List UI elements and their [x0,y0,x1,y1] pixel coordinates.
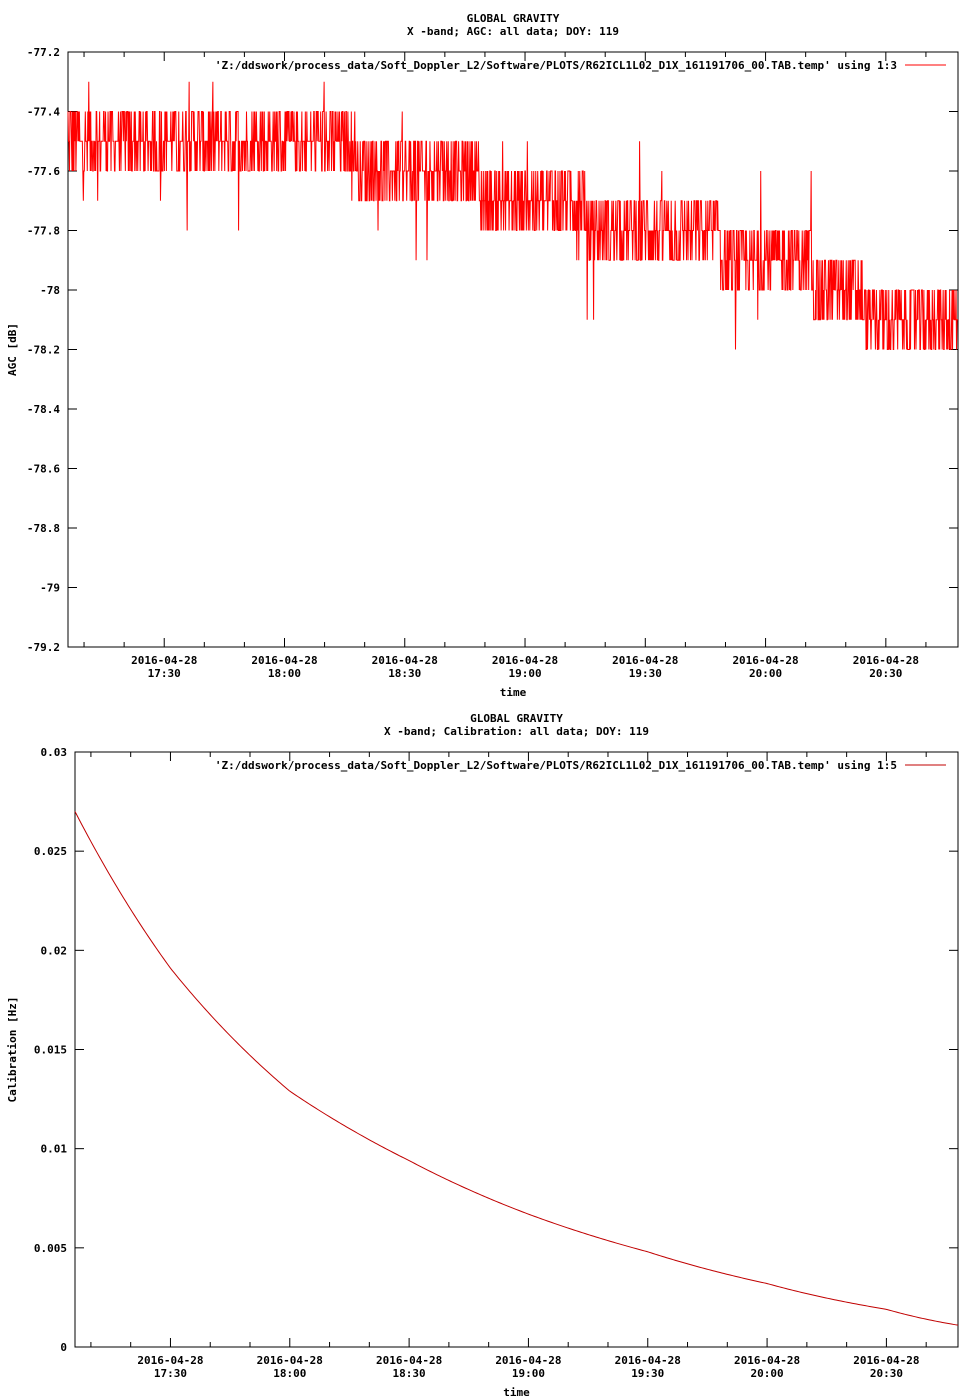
y-tick-label: 0 [60,1341,67,1354]
y-tick-label: -78.8 [27,522,60,535]
x-tick-label-date: 2016-04-28 [734,1354,800,1367]
x-tick-label-time: 18:30 [388,667,421,680]
x-tick-label-date: 2016-04-28 [612,654,678,667]
y-tick-label: -77.2 [27,46,60,59]
calibration-series-line [74,811,959,1326]
y-tick-label: 0.02 [41,944,68,957]
chart-subtitle: X -band; AGC: all data; DOY: 119 [407,25,619,38]
y-tick-label: 0.025 [34,845,67,858]
x-tick-label-time: 20:30 [869,667,902,680]
x-tick-label-time: 20:00 [749,667,782,680]
chart-subtitle: X -band; Calibration: all data; DOY: 119 [384,725,649,738]
chart-title: GLOBAL GRAVITY [470,712,563,725]
x-tick-label-time: 18:00 [273,1367,306,1380]
y-tick-label: 0.005 [34,1242,67,1255]
x-tick-label-date: 2016-04-28 [495,1354,561,1367]
y-tick-label: -79.2 [27,641,60,654]
y-tick-label: 0.03 [41,746,68,759]
y-tick-label: -78.2 [27,344,60,357]
chart-title: GLOBAL GRAVITY [467,12,560,25]
y-tick-label: -78 [40,284,60,297]
legend-entry: 'Z:/ddswork/process_data/Soft_Doppler_L2… [215,59,897,72]
y-axis-label: AGC [dB] [6,323,19,376]
x-tick-label-time: 19:00 [508,667,541,680]
x-axis-label: time [500,686,527,699]
x-tick-label-time: 19:30 [631,1367,664,1380]
x-tick-label-time: 17:30 [154,1367,187,1380]
x-tick-label-date: 2016-04-28 [131,654,197,667]
x-tick-label-date: 2016-04-28 [137,1354,203,1367]
x-axis-label: time [503,1386,530,1399]
x-tick-label-date: 2016-04-28 [732,654,798,667]
y-tick-label: 0.015 [34,1044,67,1057]
plot-frame [74,751,959,1348]
y-tick-label: -78.4 [27,403,60,416]
x-tick-label-date: 2016-04-28 [853,1354,919,1367]
x-tick-label-date: 2016-04-28 [615,1354,681,1367]
x-tick-label-time: 20:30 [870,1367,903,1380]
y-tick-label: -77.6 [27,165,60,178]
y-tick-label: 0.01 [41,1143,68,1156]
x-tick-label-date: 2016-04-28 [853,654,919,667]
y-tick-label: -78.6 [27,463,60,476]
agc-series-line [67,81,958,350]
x-tick-label-time: 18:00 [268,667,301,680]
x-tick-label-date: 2016-04-28 [376,1354,442,1367]
x-tick-label-time: 19:00 [512,1367,545,1380]
x-tick-label-date: 2016-04-28 [251,654,317,667]
y-axis-label: Calibration [Hz] [6,997,19,1103]
y-tick-label: -79 [40,582,60,595]
x-tick-label-date: 2016-04-28 [257,1354,323,1367]
x-tick-label-time: 17:30 [148,667,181,680]
y-tick-label: -77.8 [27,225,60,238]
x-tick-label-date: 2016-04-28 [372,654,438,667]
x-tick-label-time: 19:30 [629,667,662,680]
x-tick-label-date: 2016-04-28 [492,654,558,667]
x-tick-label-time: 20:00 [751,1367,784,1380]
legend-entry: 'Z:/ddswork/process_data/Soft_Doppler_L2… [215,759,897,772]
y-tick-label: -77.4 [27,106,60,119]
x-tick-label-time: 18:30 [393,1367,426,1380]
